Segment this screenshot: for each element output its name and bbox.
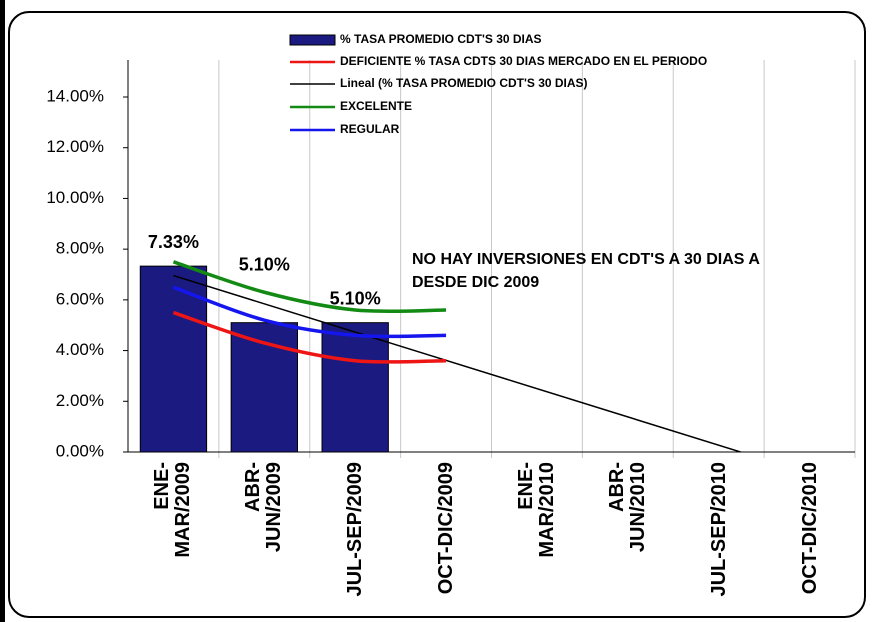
y-tick-label: 14.00% bbox=[46, 86, 104, 105]
legend-label: REGULAR bbox=[340, 122, 400, 136]
x-tick-label: ABR-JUN/2010 bbox=[605, 462, 649, 553]
legend-label: DEFICIENTE % TASA CDTS 30 DIAS MERCADO E… bbox=[340, 54, 707, 68]
y-tick-label: 4.00% bbox=[56, 340, 104, 359]
data-label: 7.33% bbox=[148, 232, 199, 252]
line bbox=[172, 310, 447, 364]
annotation: DESDE DIC 2009 bbox=[412, 274, 539, 291]
x-tick-label: ENE-MAR/2009 bbox=[151, 462, 195, 558]
bar bbox=[321, 322, 389, 453]
y-tick-label: 12.00% bbox=[46, 137, 104, 156]
y-tick-label: 2.00% bbox=[56, 391, 104, 410]
y-tick-label: 10.00% bbox=[46, 188, 104, 207]
data-label: 5.10% bbox=[330, 288, 381, 308]
chart-frame bbox=[8, 11, 866, 618]
edge bbox=[0, 0, 5, 622]
legend-label: % TASA PROMEDIO CDT'S 30 DIAS bbox=[340, 32, 542, 46]
x-tick-label: ABR-JUN/2009 bbox=[242, 462, 286, 553]
legend-label: EXCELENTE bbox=[340, 99, 412, 113]
y-tick-label: 0.00% bbox=[56, 441, 104, 460]
x-tick-label: JUL-SEP/2009 bbox=[343, 462, 366, 597]
y-tick-label: 6.00% bbox=[56, 289, 104, 308]
y-tick-label: 8.00% bbox=[56, 239, 104, 258]
line bbox=[172, 285, 447, 339]
legend-swatch bbox=[289, 34, 336, 46]
x-tick-label: OCT-DIC/2009 bbox=[434, 462, 457, 595]
line bbox=[172, 260, 447, 314]
trendline bbox=[173, 274, 744, 452]
bar bbox=[139, 265, 208, 453]
x-tick-label: JUL-SEP/2010 bbox=[707, 462, 730, 597]
data-label: 5.10% bbox=[239, 254, 290, 274]
x-tick-label: ENE-MAR/2010 bbox=[514, 462, 558, 558]
legend-label: Lineal (% TASA PROMEDIO CDT'S 30 DIAS) bbox=[340, 76, 588, 90]
x-tick-label: OCT-DIC/2010 bbox=[798, 462, 821, 595]
annotation: NO HAY INVERSIONES EN CDT'S A 30 DIAS A bbox=[412, 251, 760, 268]
